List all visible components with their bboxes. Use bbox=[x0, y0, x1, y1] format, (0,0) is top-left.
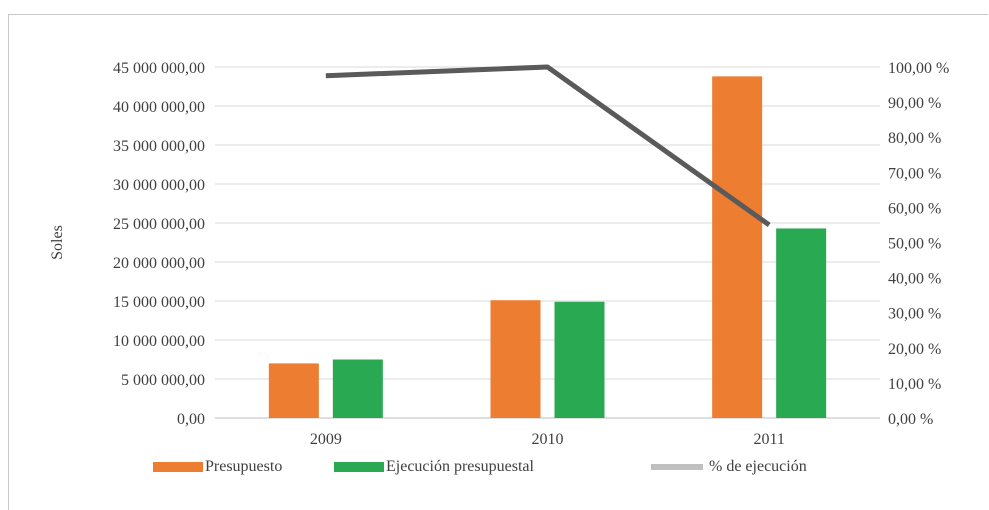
y-tick-label: 5 000 000,00 bbox=[121, 372, 205, 389]
y2-tick-label: 20,00 % bbox=[888, 341, 941, 358]
y-tick-label: 40 000 000,00 bbox=[113, 99, 205, 116]
legend-label-presupuesto: Presupuesto bbox=[205, 458, 283, 475]
bar-1-2009 bbox=[332, 359, 383, 418]
legend-swatch-porcentaje bbox=[651, 464, 703, 470]
y-tick-label: 0,00 bbox=[177, 411, 205, 428]
x-tick-label: 2010 bbox=[532, 431, 564, 448]
y2-tick-label: 60,00 % bbox=[888, 200, 941, 217]
legend-swatch-presupuesto bbox=[153, 462, 203, 472]
chart-frame bbox=[8, 14, 988, 510]
y-tick-label: 30 000 000,00 bbox=[113, 177, 205, 194]
x-tick-label: 2011 bbox=[753, 431, 784, 448]
y-tick-label: 25 000 000,00 bbox=[113, 216, 205, 233]
legend-label-porcentaje: % de ejecución bbox=[709, 458, 807, 475]
y2-tick-label: 40,00 % bbox=[888, 271, 941, 288]
bar-0-2011 bbox=[712, 76, 763, 419]
y2-tick-label: 100,00 % bbox=[888, 60, 949, 77]
bar-1-2010 bbox=[554, 301, 605, 418]
bar-1-2011 bbox=[776, 228, 827, 418]
bar-0-2009 bbox=[268, 363, 319, 418]
line-series-porcentaje bbox=[325, 64, 771, 227]
legend-item-ejecucion: Ejecución presupuestal bbox=[334, 458, 534, 476]
bar-0-2010 bbox=[490, 300, 541, 418]
legend-swatch-ejecucion bbox=[334, 462, 384, 472]
y-tick-label: 35 000 000,00 bbox=[113, 138, 205, 155]
legend-item-presupuesto: Presupuesto bbox=[153, 458, 282, 476]
x-tick-label: 2009 bbox=[310, 431, 342, 448]
y2-tick-label: 80,00 % bbox=[888, 130, 941, 147]
legend-label-ejecucion: Ejecución presupuestal bbox=[386, 458, 534, 475]
y-tick-label: 15 000 000,00 bbox=[113, 294, 205, 311]
y2-tick-label: 10,00 % bbox=[888, 376, 941, 393]
y-tick-label: 10 000 000,00 bbox=[113, 333, 205, 350]
y2-tick-label: 50,00 % bbox=[888, 236, 941, 253]
y2-tick-label: 70,00 % bbox=[888, 165, 941, 182]
y2-tick-label: 30,00 % bbox=[888, 306, 941, 323]
y-tick-label: 20 000 000,00 bbox=[113, 255, 205, 272]
legend: Presupuesto Ejecución presupuestal % de … bbox=[0, 458, 989, 488]
y-axis-title: Soles bbox=[49, 225, 66, 260]
y-tick-label: 45 000 000,00 bbox=[113, 60, 205, 77]
y2-tick-label: 90,00 % bbox=[888, 95, 941, 112]
y2-tick-label: 0,00 % bbox=[888, 411, 933, 428]
legend-item-porcentaje: % de ejecución bbox=[651, 458, 807, 476]
